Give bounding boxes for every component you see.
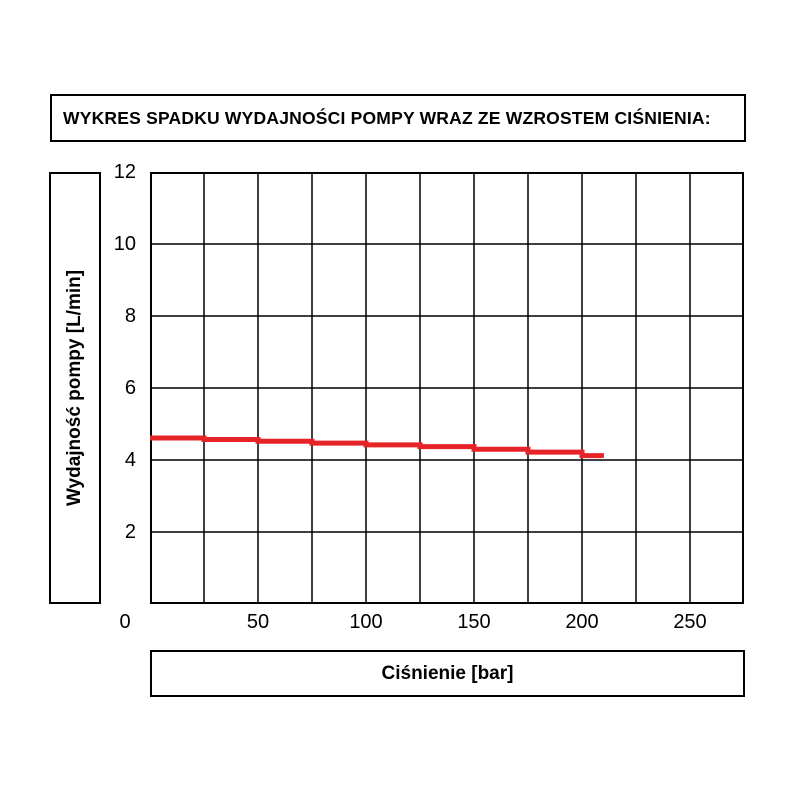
chart-title: WYKRES SPADKU WYDAJNOŚCI POMPY WRAZ ZE W… <box>63 107 711 128</box>
y-tick-label: 6 <box>124 377 136 399</box>
x-tick-label: 50 <box>246 611 270 633</box>
plot-area <box>150 172 744 604</box>
y-tick-label: 2 <box>124 521 136 543</box>
x-tick-label: 100 <box>349 611 383 633</box>
pump-performance-line <box>150 435 604 459</box>
plot-border <box>150 172 744 604</box>
x-tick-label: 250 <box>673 611 707 633</box>
y-axis-label: Wydajność pompy [L/min] <box>64 269 86 507</box>
y-tick-label: 12 <box>113 161 136 183</box>
x-axis-label: Ciśnienie [bar] <box>381 662 514 684</box>
chart-grid-svg <box>150 172 744 604</box>
y-tick-label: 4 <box>124 449 136 471</box>
x-tick-label: 150 <box>457 611 491 633</box>
x-axis-label-box: Ciśnienie [bar] <box>150 650 745 697</box>
x-tick-label: 0 <box>119 611 131 633</box>
x-tick-label: 200 <box>565 611 599 633</box>
y-axis-label-box: Wydajność pompy [L/min] <box>49 172 101 604</box>
chart-title-box: WYKRES SPADKU WYDAJNOŚCI POMPY WRAZ ZE W… <box>50 94 746 142</box>
y-tick-label: 10 <box>113 233 136 255</box>
y-tick-label: 8 <box>124 305 136 327</box>
